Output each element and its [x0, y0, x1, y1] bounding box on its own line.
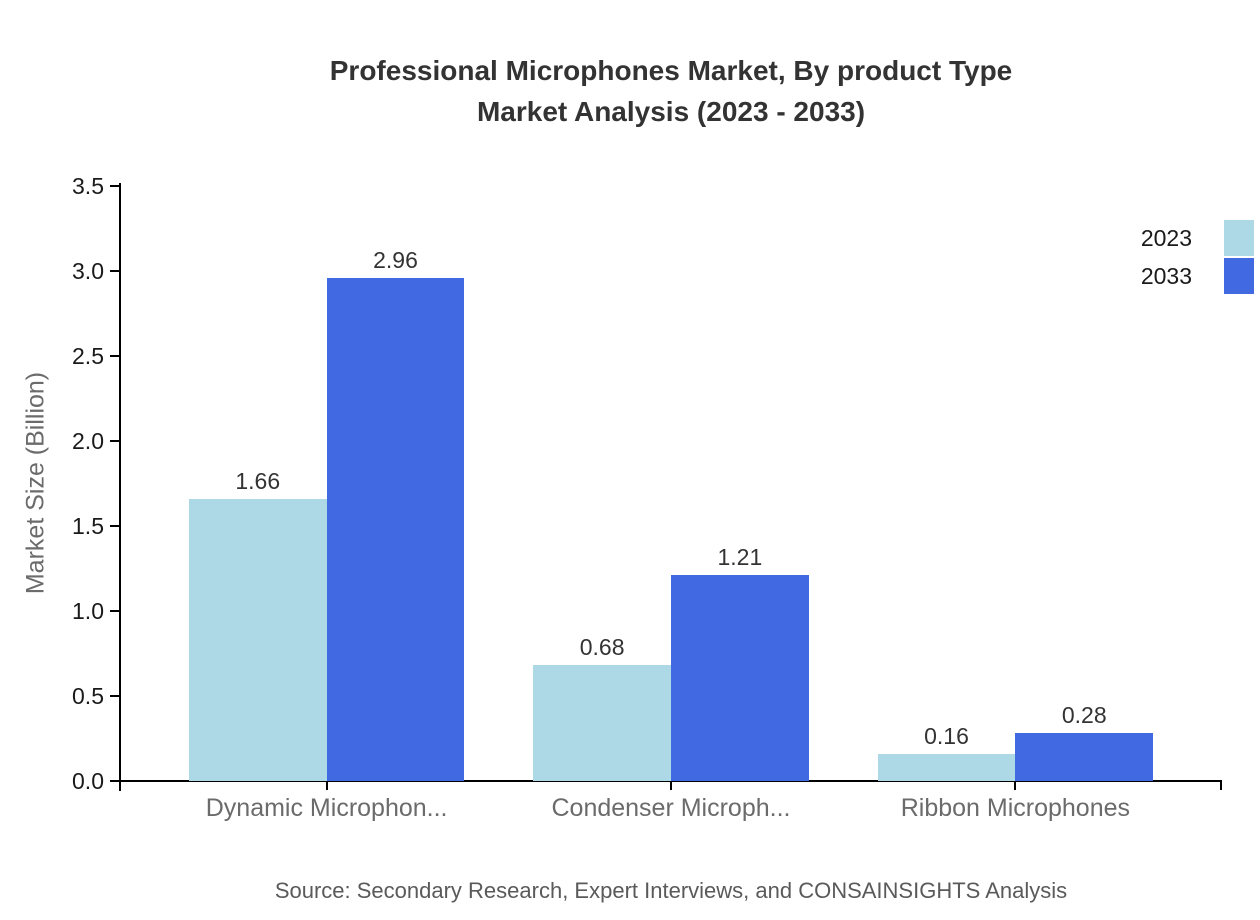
y-tick-label: 3.0 — [72, 258, 104, 284]
x-category-label: Dynamic Microphon... — [205, 794, 448, 822]
y-tick — [110, 185, 119, 187]
bar-2023-cat0 — [188, 498, 327, 781]
y-tick-label: 2.0 — [72, 428, 104, 454]
bar-value-label: 0.16 — [924, 722, 969, 749]
legend-item-2033: 2033 — [1141, 258, 1254, 294]
bar-value-label: 1.21 — [717, 544, 763, 571]
y-tick-label: 2.5 — [72, 343, 104, 369]
source-note: Source: Secondary Research, Expert Inter… — [274, 878, 1068, 903]
bar-2023-cat2 — [877, 753, 1016, 781]
y-tick — [110, 440, 119, 442]
y-tick-label: 1.5 — [72, 513, 104, 539]
bar-value-label: 2.96 — [373, 246, 418, 273]
bar-value-label: 1.66 — [235, 467, 281, 494]
x-category-label: Ribbon Microphones — [900, 794, 1131, 822]
y-tick — [110, 695, 119, 697]
legend-item-2023: 2023 — [1141, 220, 1254, 256]
y-tick-label: 0.5 — [72, 683, 104, 709]
y-tick — [110, 780, 119, 782]
x-category-label: Condenser Microph... — [551, 794, 791, 822]
x-tick — [670, 781, 672, 790]
bar-value-label: 0.68 — [579, 634, 625, 661]
legend: 2023 2033 — [1141, 220, 1254, 294]
bar-2033-cat2 — [1015, 733, 1154, 781]
y-tick-label: 1.0 — [72, 598, 104, 624]
chart-title-line1: Professional Microphones Market, By prod… — [329, 55, 1013, 86]
legend-swatch-2033 — [1224, 258, 1254, 294]
bar-2033-cat0 — [326, 277, 465, 781]
legend-label: 2023 — [1140, 224, 1192, 251]
y-tick-label: 3.5 — [72, 173, 104, 199]
legend-label: 2033 — [1140, 262, 1192, 289]
y-tick-label: 0.0 — [72, 768, 104, 794]
bar-value-label: 0.28 — [1061, 702, 1107, 729]
legend-swatch-2023 — [1224, 220, 1254, 256]
y-tick — [110, 270, 119, 272]
bar-2023-cat1 — [533, 665, 671, 781]
bar-2033-cat1 — [671, 575, 809, 781]
chart-title-line2: Market Analysis (2023 - 2033) — [476, 96, 866, 127]
x-tick — [1014, 781, 1017, 790]
x-axis-end-tick — [1220, 781, 1222, 790]
x-tick — [325, 781, 328, 790]
chart-title: Professional Microphones Market, By prod… — [120, 50, 1222, 132]
y-tick — [110, 355, 119, 357]
y-tick — [110, 610, 119, 612]
y-axis-line — [119, 183, 121, 791]
y-tick — [110, 525, 119, 527]
